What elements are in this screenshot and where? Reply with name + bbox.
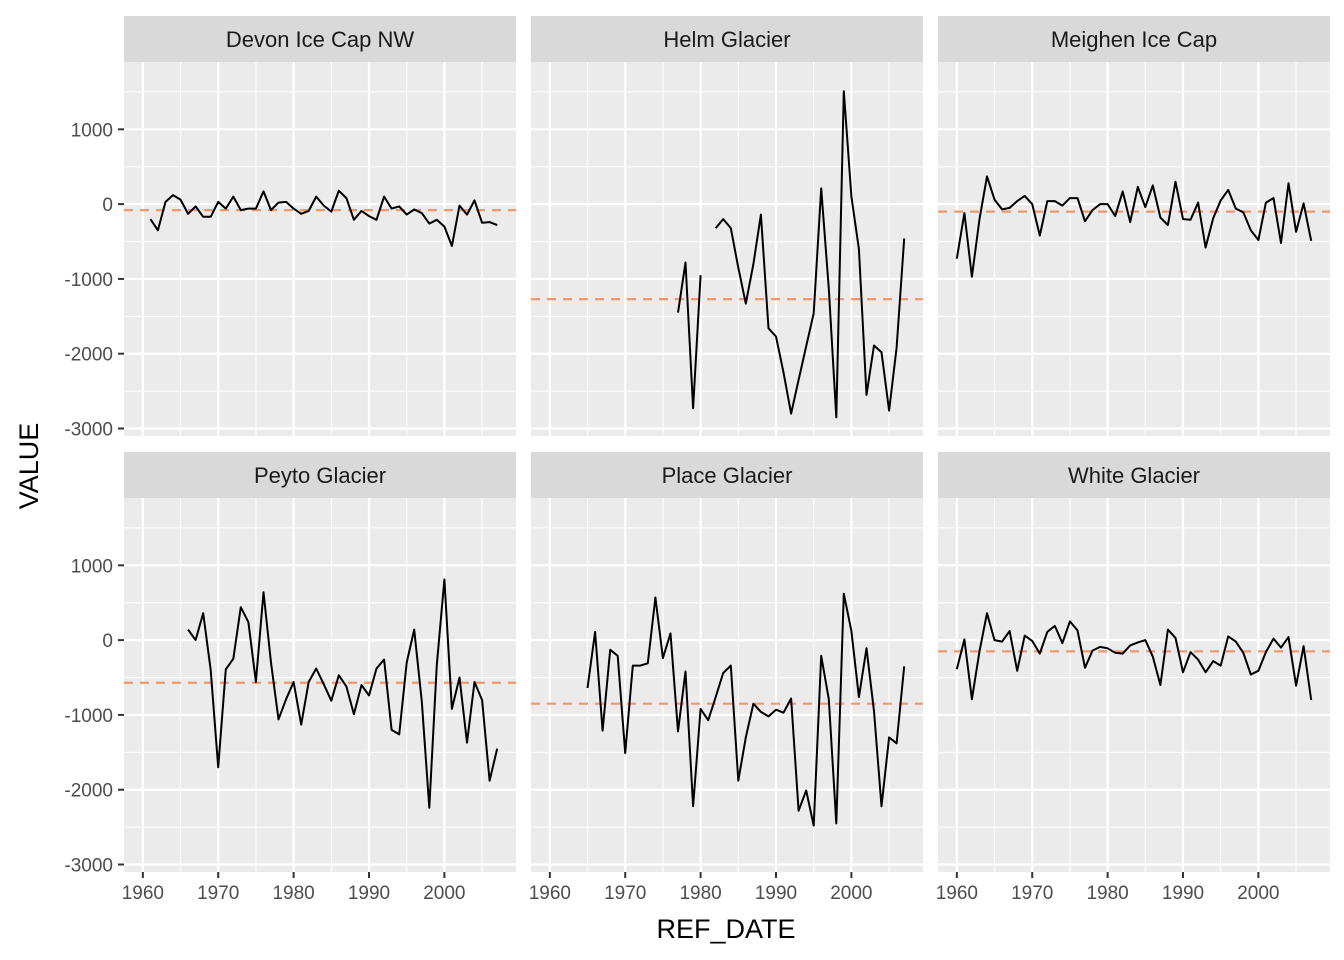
x-tick-label: 1960 (529, 883, 571, 904)
x-tick-label: 1990 (1162, 883, 1204, 904)
series-line (955, 612, 1313, 701)
y-axis-layer: 1000 0 -1000 -2000 -3000 1000 0 -1000 -2000 -3000 (64, 120, 124, 877)
panel-background (531, 62, 923, 436)
x-tick-label: 1970 (197, 883, 239, 904)
y-tick-label: -3000 (64, 420, 113, 441)
panel-peyto-glacier: Peyto Glacier (124, 452, 516, 872)
panel-background (938, 498, 1330, 872)
panel-strip-label: Place Glacier (662, 463, 793, 488)
panel-strip (531, 452, 923, 498)
panel-devon-ice-cap-nw: Devon Ice Cap NW (124, 16, 516, 436)
panel-background (531, 498, 923, 872)
panel-strip (124, 16, 516, 62)
panel-background (938, 62, 1330, 436)
x-tick-label: 1980 (1086, 883, 1128, 904)
series-line (149, 189, 498, 247)
panel-strip-label: Meighen Ice Cap (1051, 27, 1217, 52)
series-line (677, 90, 906, 419)
y-tick-label: -1000 (64, 706, 113, 727)
series-line (187, 578, 499, 809)
x-tick-label: 2000 (1237, 883, 1279, 904)
x-tick-label: 1990 (348, 883, 390, 904)
panel-strip (938, 16, 1330, 62)
y-tick-label: -2000 (64, 781, 113, 802)
x-tick-label: 2000 (423, 883, 465, 904)
panel-meighen-ice-cap: Meighen Ice Cap (938, 16, 1330, 436)
y-tick-label: -3000 (64, 856, 113, 877)
panel-helm-glacier: Helm Glacier (531, 16, 923, 436)
panel-background (124, 62, 516, 436)
panel-strip (124, 452, 516, 498)
panel-place-glacier: Place Glacier (531, 452, 923, 872)
y-tick-label: 0 (102, 631, 113, 652)
y-tick-label: 1000 (71, 556, 113, 577)
x-tick-label: 1990 (755, 883, 797, 904)
panel-white-glacier: White Glacier (938, 452, 1330, 872)
panel-strip-label: White Glacier (1068, 463, 1200, 488)
y-tick-label: 1000 (71, 120, 113, 141)
panel-strip (531, 16, 923, 62)
y-tick-label: 0 (102, 195, 113, 216)
x-axis-title: REF_DATE (656, 914, 795, 944)
panels-layer: Devon Ice Cap NW Helm Glacier Meighen Ice … (124, 16, 1330, 872)
y-tick-label: -1000 (64, 270, 113, 291)
x-tick-label: 2000 (830, 883, 872, 904)
x-tick-label: 1970 (1011, 883, 1053, 904)
y-axis-title: VALUE (14, 423, 44, 510)
panel-strip (938, 452, 1330, 498)
y-tick-label: -2000 (64, 345, 113, 366)
series-line (955, 175, 1313, 278)
panel-strip-label: Peyto Glacier (254, 463, 386, 488)
x-tick-label: 1980 (679, 883, 721, 904)
x-tick-label: 1960 (122, 883, 164, 904)
series-line (586, 592, 906, 827)
x-tick-label: 1980 (272, 883, 314, 904)
panel-strip-label: Helm Glacier (663, 27, 790, 52)
x-tick-label: 1970 (604, 883, 646, 904)
x-axis-layer: 1960 1970 1980 1990 2000 1960 1970 1980 1990 2000… (122, 872, 1280, 904)
x-tick-label: 1960 (936, 883, 978, 904)
panel-strip-label: Devon Ice Cap NW (226, 27, 415, 52)
